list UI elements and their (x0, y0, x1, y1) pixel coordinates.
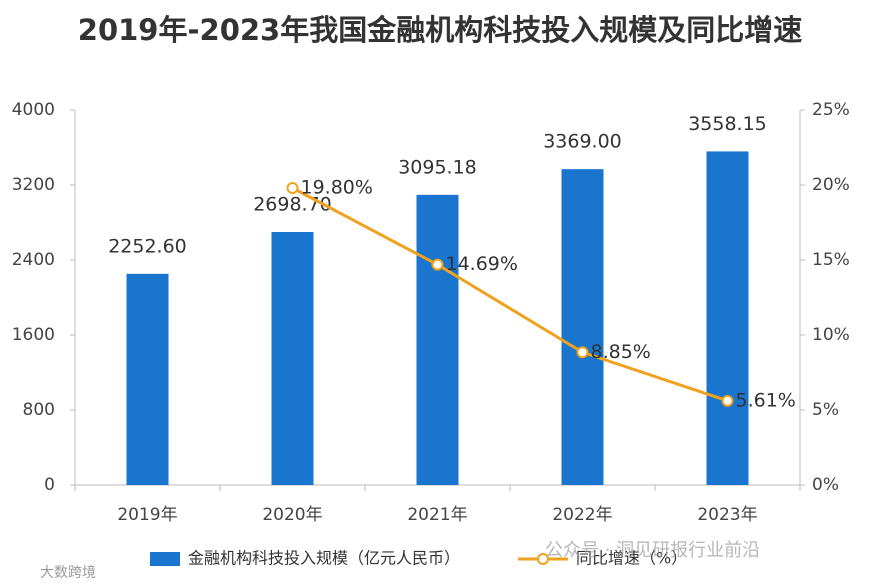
bar (706, 151, 749, 485)
bar-value-label: 3095.18 (398, 156, 477, 178)
line (291, 186, 728, 403)
y-tick-label: 0 (44, 475, 55, 495)
watermark: 公众号 · 洞见研报行业前沿 (545, 540, 760, 561)
line-marker (721, 394, 734, 407)
bar (271, 231, 314, 485)
y2-tick-label: 10% (812, 325, 850, 345)
y2-tick-label: 25% (812, 100, 850, 120)
bar-value-label: 2252.60 (108, 235, 187, 257)
line-marker (576, 346, 589, 359)
x-tick-label: 2021年 (407, 505, 467, 525)
legend-label: 金融机构科技投入规模（亿元人民币） (188, 549, 460, 568)
x-tick-label: 2022年 (552, 505, 612, 525)
x-tick-label: 2019年 (117, 505, 177, 525)
bar (126, 273, 169, 485)
legend-swatch (150, 552, 180, 566)
y-tick-label: 2400 (12, 250, 55, 270)
bar (416, 194, 459, 485)
bar-value-label: 3369.00 (543, 131, 622, 153)
line-value-label: 8.85% (591, 341, 651, 363)
y2-tick-label: 5% (812, 400, 839, 420)
y2-tick-label: 20% (812, 175, 850, 195)
y-tick-label: 4000 (12, 100, 55, 120)
y-tick-label: 800 (23, 400, 55, 420)
chart-title: 2019年-2023年我国金融机构科技投入规模及同比增速 (78, 13, 802, 47)
y-tick-label: 1600 (12, 325, 55, 345)
bar (561, 169, 604, 485)
line-value-label: 14.69% (446, 253, 518, 275)
line-marker (431, 258, 444, 271)
line-marker (286, 182, 299, 194)
line-value-label: 19.80% (301, 177, 373, 199)
x-tick-label: 2023年 (697, 505, 757, 525)
y2-tick-label: 0% (812, 475, 839, 495)
bar-value-label: 3558.15 (688, 113, 767, 135)
y-tick-label: 3200 (12, 175, 55, 195)
line-value-label: 5.61% (736, 389, 796, 411)
watermark: 大数跨境 (40, 565, 96, 581)
y2-tick-label: 15% (812, 250, 850, 270)
x-tick-label: 2020年 (262, 505, 322, 525)
legend-marker (537, 553, 549, 565)
legend-label: 同比增速（%） (576, 549, 687, 568)
